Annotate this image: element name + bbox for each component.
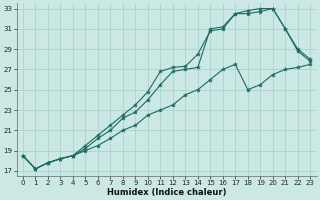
X-axis label: Humidex (Indice chaleur): Humidex (Indice chaleur) (107, 188, 226, 197)
